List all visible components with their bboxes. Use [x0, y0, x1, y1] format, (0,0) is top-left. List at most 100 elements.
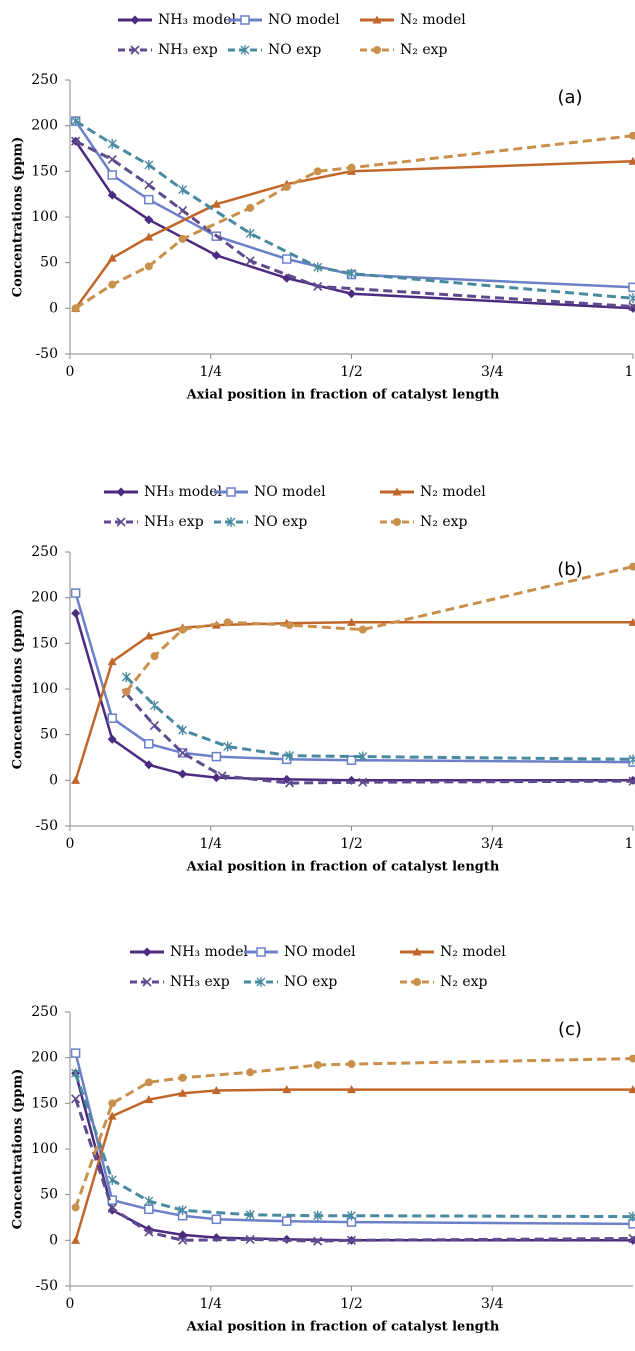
x-tick-label: 1/2: [340, 364, 363, 380]
x-tick-label: 0: [66, 836, 75, 852]
marker: [71, 1068, 81, 1079]
y-tick-label: 50: [40, 727, 58, 743]
marker: [71, 775, 81, 784]
y-tick-label: 250: [31, 544, 58, 560]
legend-label: NH₃ model: [144, 484, 222, 500]
chart-panel: -50 0 50 100 150 200 250 0 1/4 1/2 3/4 Concentratio…: [11, 944, 635, 1335]
marker: [628, 776, 635, 786]
marker: [211, 199, 221, 208]
marker: [71, 304, 80, 313]
marker: [373, 46, 381, 54]
marker: [629, 562, 635, 571]
marker: [217, 771, 227, 781]
marker: [71, 116, 81, 127]
legend-label: NH₃ exp: [158, 42, 218, 58]
marker: [347, 617, 356, 626]
legend-label: N₂ model: [440, 944, 506, 960]
marker: [245, 1209, 255, 1220]
marker: [628, 754, 635, 765]
x-tick-label: 1: [625, 836, 634, 852]
marker: [256, 947, 266, 957]
panel-label: (a): [557, 87, 582, 108]
marker: [107, 1203, 117, 1213]
panel-label: (c): [558, 1019, 582, 1040]
marker: [628, 1219, 635, 1229]
marker: [628, 293, 635, 304]
marker: [178, 184, 188, 195]
marker: [108, 1099, 117, 1108]
marker: [347, 1210, 356, 1221]
marker: [346, 755, 357, 765]
marker: [245, 228, 255, 239]
x-tick-label: 3/4: [481, 836, 504, 852]
marker: [347, 775, 356, 785]
y-tick-label: 150: [31, 163, 58, 179]
marker: [629, 131, 635, 140]
legend-label: NH₃ model: [170, 944, 248, 960]
y-tick-label: 0: [49, 300, 58, 316]
x-axis-title: Axial position in fraction of catalyst l…: [186, 388, 500, 403]
y-tick-label: 50: [40, 1187, 58, 1203]
legend-label: NH₃ exp: [144, 514, 204, 530]
marker: [144, 232, 154, 241]
marker: [628, 1233, 635, 1244]
marker: [347, 289, 356, 299]
x-tick-label: 3/4: [481, 1296, 504, 1312]
marker: [107, 154, 117, 165]
legend-label: NO exp: [254, 514, 307, 530]
marker: [107, 190, 117, 200]
marker: [178, 1073, 187, 1082]
marker: [246, 1068, 255, 1077]
marker: [285, 750, 295, 761]
y-tick-label: 200: [31, 1050, 58, 1066]
marker: [178, 725, 188, 736]
marker: [142, 977, 152, 987]
legend-label: NO model: [268, 12, 340, 28]
exp-line: [74, 119, 634, 300]
model-line: [74, 592, 634, 764]
marker: [226, 517, 236, 527]
marker: [178, 769, 188, 779]
y-tick-label: 50: [40, 255, 58, 271]
chart-panel: -50 0 50 100 150 200 250 0 1/4 1/2 3/4 1 Concentrati…: [11, 484, 635, 875]
marker: [347, 1060, 356, 1069]
legend-label: NO model: [254, 484, 326, 500]
exp-line: [125, 565, 634, 693]
marker: [107, 734, 117, 744]
x-tick-label: 3/4: [481, 364, 504, 380]
model-line: [74, 160, 634, 310]
marker: [107, 713, 117, 723]
marker: [144, 1078, 153, 1087]
marker: [71, 608, 81, 618]
marker: [223, 741, 233, 752]
marker: [149, 720, 160, 731]
marker: [628, 1211, 635, 1222]
marker: [130, 15, 140, 25]
marker: [70, 588, 81, 598]
y-tick-label: 200: [31, 590, 58, 606]
y-tick-label: 150: [31, 1095, 58, 1111]
exp-line: [74, 1072, 634, 1219]
y-tick-label: -50: [35, 346, 58, 362]
marker: [358, 625, 367, 634]
marker: [178, 748, 188, 758]
legend-label: N₂ model: [400, 12, 466, 28]
marker: [313, 1060, 322, 1069]
marker: [628, 301, 635, 312]
legend-label: NO model: [284, 944, 356, 960]
marker: [226, 487, 236, 497]
marker: [116, 487, 126, 497]
marker: [211, 1214, 222, 1225]
marker: [144, 1095, 154, 1104]
y-tick-label: 0: [49, 1232, 58, 1248]
legend-label: N₂ model: [420, 484, 486, 500]
marker: [144, 1196, 154, 1207]
marker: [107, 170, 117, 180]
marker: [245, 256, 255, 266]
marker: [150, 652, 159, 661]
marker: [144, 159, 154, 170]
marker: [628, 617, 635, 626]
y-tick-label: 100: [31, 209, 58, 225]
marker: [246, 203, 255, 212]
marker: [392, 487, 402, 496]
